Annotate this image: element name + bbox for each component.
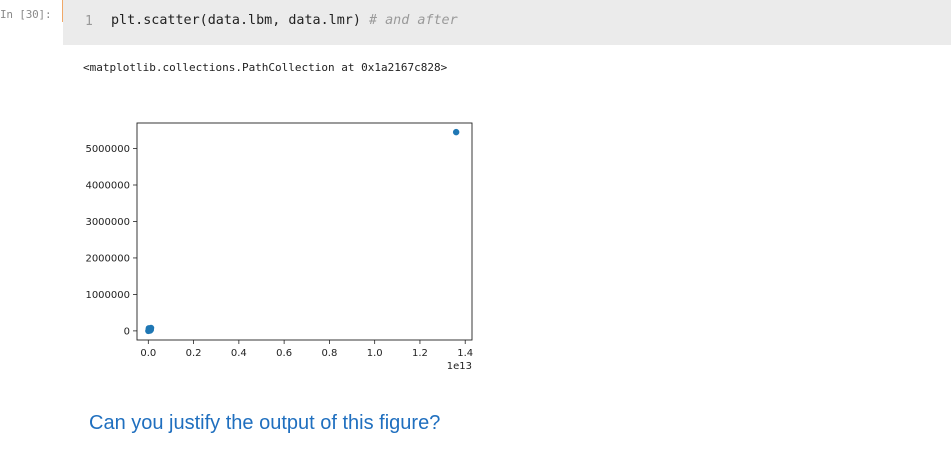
code-line[interactable]: plt.scatter(data.lbm, data.lmr) # and af… <box>111 13 458 28</box>
x-offset-label: 1e13 <box>447 361 472 372</box>
x-tick-label: 1.2 <box>412 348 428 359</box>
y-tick-label: 5000000 <box>85 144 130 155</box>
x-tick-label: 0.6 <box>276 348 292 359</box>
cell-selection-bar <box>62 0 63 22</box>
x-tick-label: 1.4 <box>457 348 473 359</box>
output-repr: <matplotlib.collections.PathCollection a… <box>83 61 448 74</box>
y-tick-label: 1000000 <box>85 290 130 301</box>
markdown-question: Can you justify the output of this figur… <box>89 412 441 434</box>
code-cell[interactable]: In [30]: 1 plt.scatter(data.lbm, data.lm… <box>0 0 951 45</box>
code-text: plt.scatter(data.lbm, data.lmr) <box>111 13 369 28</box>
scatter-point <box>452 128 460 136</box>
y-tick-label: 2000000 <box>85 253 130 264</box>
line-number: 1 <box>85 14 93 29</box>
y-tick-label: 4000000 <box>85 181 130 192</box>
code-editor[interactable]: 1 plt.scatter(data.lbm, data.lmr) # and … <box>63 0 951 45</box>
code-comment: # and after <box>368 13 458 28</box>
x-tick-label: 0.4 <box>231 348 247 359</box>
x-tick-label: 0.8 <box>321 348 337 359</box>
x-tick-label: 0.0 <box>140 348 156 359</box>
scatter-point <box>147 326 155 333</box>
input-prompt: In [30]: <box>0 8 52 21</box>
y-tick-label: 0 <box>124 326 130 337</box>
x-tick-label: 0.2 <box>186 348 202 359</box>
axes-frame <box>136 122 473 341</box>
y-tick-label: 3000000 <box>85 217 130 228</box>
scatter-plot: 0.0 0.2 0.4 0.6 0.8 1.0 1.2 1.4 1e13 0 1000000 2000… <box>85 122 473 372</box>
x-tick-label: 1.0 <box>367 348 383 359</box>
